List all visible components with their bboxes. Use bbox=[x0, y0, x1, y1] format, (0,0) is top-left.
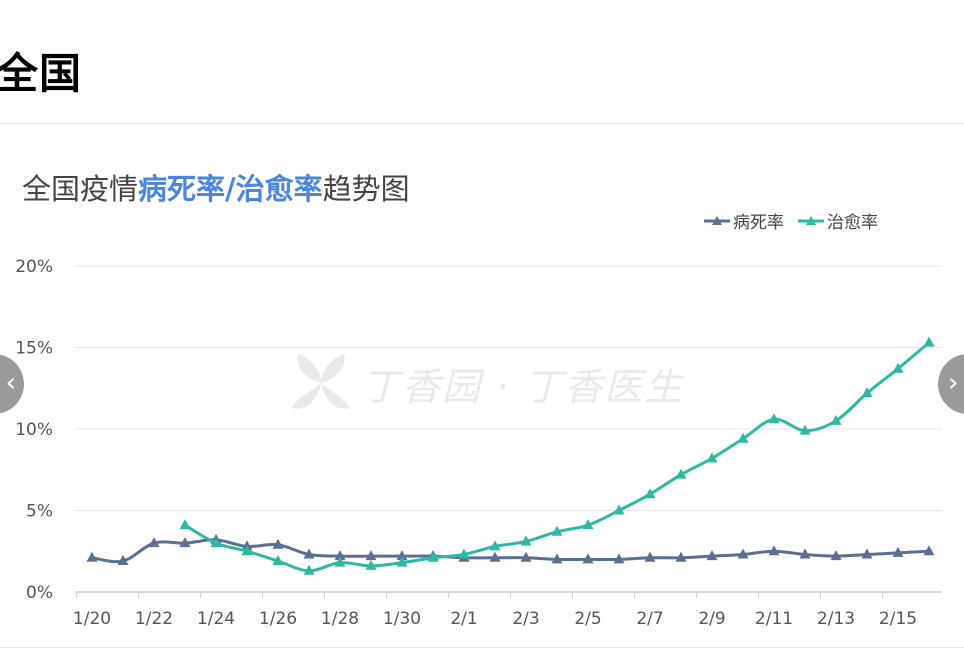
series-lines bbox=[86, 336, 935, 575]
data-point[interactable] bbox=[675, 551, 687, 562]
data-point[interactable] bbox=[768, 413, 780, 424]
x-tick-label: 2/13 bbox=[817, 609, 855, 629]
y-tick-label: 20% bbox=[15, 257, 53, 277]
data-point[interactable] bbox=[644, 551, 656, 562]
data-point[interactable] bbox=[179, 537, 191, 548]
data-point[interactable] bbox=[334, 550, 346, 561]
series-line bbox=[91, 538, 930, 564]
data-point[interactable] bbox=[892, 362, 904, 373]
x-tick-label: 2/1 bbox=[450, 609, 477, 629]
series-mortality bbox=[86, 533, 935, 566]
data-point[interactable] bbox=[520, 535, 532, 546]
data-point[interactable] bbox=[613, 553, 625, 564]
data-point[interactable] bbox=[303, 564, 315, 575]
title-mortality: 病死率 bbox=[138, 172, 226, 206]
data-point[interactable] bbox=[117, 555, 129, 566]
data-point[interactable] bbox=[86, 551, 98, 562]
series-recovery bbox=[179, 336, 935, 575]
chevron-left-icon: ‹ bbox=[5, 368, 16, 398]
title-prefix: 全国疫情 bbox=[22, 172, 139, 206]
x-tick-label: 2/5 bbox=[574, 609, 601, 629]
title-recovery: 治愈率 bbox=[235, 172, 323, 206]
data-point[interactable] bbox=[923, 545, 935, 556]
data-point[interactable] bbox=[830, 550, 842, 561]
chevron-right-icon: › bbox=[948, 368, 959, 398]
y-axis-ticks: 0% 5% 10% 15% 20% bbox=[15, 257, 53, 603]
legend-label-mortality: 病死率 bbox=[733, 213, 784, 233]
data-point[interactable] bbox=[830, 414, 842, 425]
y-tick-label: 15% bbox=[15, 339, 53, 359]
x-axis-ticks: 1/20 1/22 1/24 1/26 1/28 1/30 2/1 2/3 2/5 2/7 2/9 2… bbox=[73, 592, 917, 629]
x-tick-label: 2/7 bbox=[636, 609, 663, 629]
data-point[interactable] bbox=[582, 519, 594, 530]
data-point[interactable] bbox=[520, 551, 532, 562]
data-point[interactable] bbox=[303, 548, 315, 559]
data-point[interactable] bbox=[861, 387, 873, 398]
chart-title: 全国疫情病死率/治愈率趋势图 bbox=[22, 166, 410, 208]
data-point[interactable] bbox=[861, 548, 873, 559]
data-point[interactable] bbox=[334, 556, 346, 567]
grid-lines bbox=[75, 265, 942, 511]
legend-item-recovery[interactable]: 治愈率 bbox=[798, 208, 878, 233]
x-tick-label: 1/26 bbox=[259, 609, 297, 629]
x-tick-label: 2/3 bbox=[512, 609, 539, 629]
data-point[interactable] bbox=[241, 545, 253, 556]
x-tick-label: 1/30 bbox=[383, 609, 421, 629]
data-point[interactable] bbox=[768, 545, 780, 556]
bottom-divider bbox=[0, 647, 964, 648]
data-point[interactable] bbox=[489, 551, 501, 562]
data-point[interactable] bbox=[179, 519, 191, 530]
data-point[interactable] bbox=[613, 504, 625, 515]
page-heading: 全国 bbox=[0, 49, 83, 98]
top-divider bbox=[0, 123, 964, 124]
legend-swatch-recovery bbox=[798, 215, 824, 225]
x-tick-label: 2/9 bbox=[698, 609, 725, 629]
series-line bbox=[184, 341, 930, 573]
x-tick-label: 2/11 bbox=[755, 609, 793, 629]
data-point[interactable] bbox=[582, 553, 594, 564]
x-tick-label: 1/20 bbox=[73, 609, 111, 629]
x-tick-label: 1/28 bbox=[321, 609, 359, 629]
data-point[interactable] bbox=[675, 468, 687, 479]
data-point[interactable] bbox=[551, 553, 563, 564]
data-point[interactable] bbox=[799, 424, 811, 435]
x-tick-label: 1/22 bbox=[135, 609, 173, 629]
data-point[interactable] bbox=[892, 546, 904, 557]
data-point[interactable] bbox=[489, 540, 501, 551]
data-point[interactable] bbox=[396, 550, 408, 561]
data-point[interactable] bbox=[923, 336, 935, 347]
title-suffix: 趋势图 bbox=[322, 172, 410, 206]
data-point[interactable] bbox=[365, 550, 377, 561]
data-point[interactable] bbox=[706, 452, 718, 463]
legend-label-recovery: 治愈率 bbox=[827, 213, 878, 233]
data-point[interactable] bbox=[396, 556, 408, 567]
data-point[interactable] bbox=[551, 525, 563, 536]
legend: 病死率 治愈率 bbox=[704, 208, 878, 233]
data-point[interactable] bbox=[210, 537, 222, 548]
y-tick-label: 5% bbox=[26, 502, 53, 522]
data-point[interactable] bbox=[272, 555, 284, 566]
data-point[interactable] bbox=[799, 548, 811, 559]
data-point[interactable] bbox=[737, 548, 749, 559]
title-separator: / bbox=[225, 172, 236, 206]
x-tick-label: 2/15 bbox=[879, 609, 917, 629]
data-point[interactable] bbox=[148, 537, 160, 548]
y-tick-label: 0% bbox=[26, 583, 53, 603]
x-tick-label: 1/24 bbox=[197, 609, 235, 629]
y-tick-label: 10% bbox=[15, 420, 53, 440]
data-point[interactable] bbox=[365, 559, 377, 570]
legend-item-mortality[interactable]: 病死率 bbox=[704, 208, 784, 233]
chart-card bbox=[0, 124, 964, 648]
legend-swatch-mortality bbox=[704, 215, 730, 225]
data-point[interactable] bbox=[458, 548, 470, 559]
data-point[interactable] bbox=[737, 432, 749, 443]
data-point[interactable] bbox=[706, 550, 718, 561]
data-point[interactable] bbox=[427, 551, 439, 562]
data-point[interactable] bbox=[644, 488, 656, 499]
data-point[interactable] bbox=[272, 538, 284, 549]
